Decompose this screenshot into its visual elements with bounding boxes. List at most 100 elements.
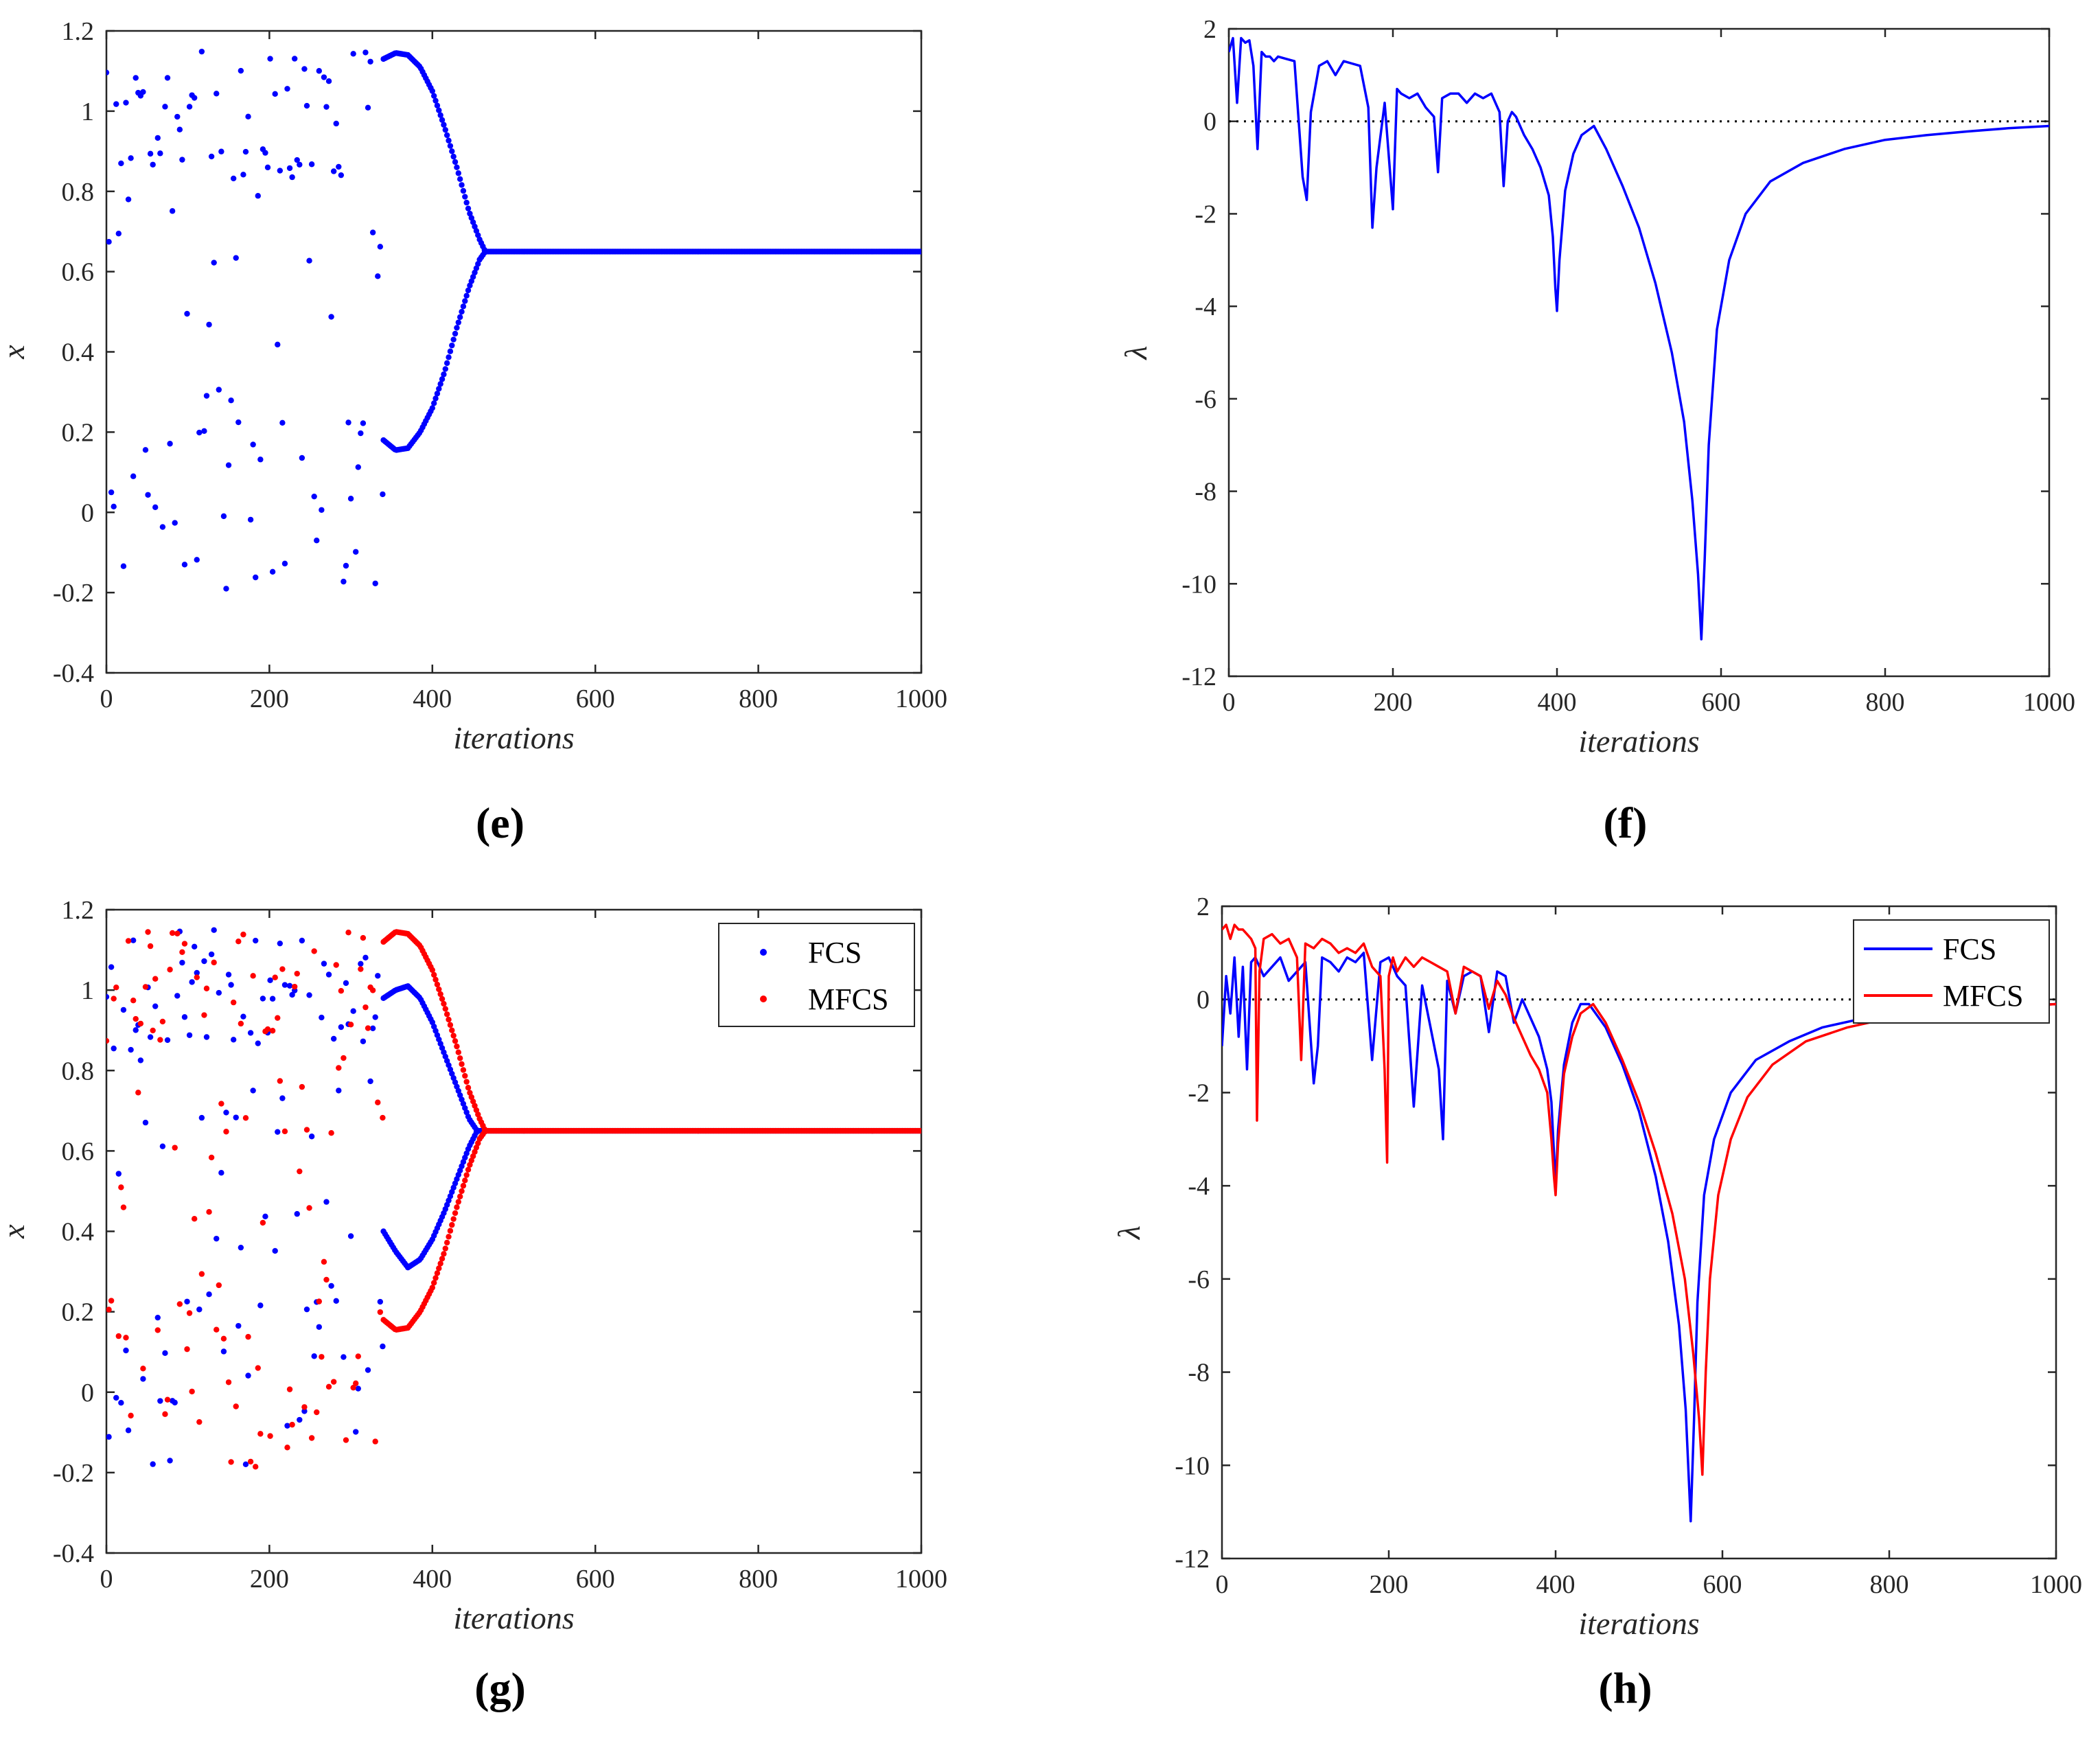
data-point [446,1016,452,1023]
y-tick-label: -12 [1181,663,1216,691]
data-point [377,1298,384,1305]
data-point [372,580,378,586]
data-point [319,1354,325,1360]
data-point [142,447,149,453]
data-point [264,164,271,171]
data-point [284,86,290,92]
data-point [454,164,460,170]
y-tick-label: -6 [1195,385,1216,414]
data-point [316,68,323,74]
data-point [186,104,193,110]
data-point [115,1333,122,1339]
data-point [380,1114,386,1121]
data-point [216,1282,222,1289]
y-tick-label: -10 [1175,1451,1210,1480]
series-line-MFCS [1222,923,2056,1476]
data-point [323,1276,330,1283]
data-point [262,150,268,156]
data-point [308,161,315,168]
data-point [223,1129,229,1135]
data-point [123,1347,129,1354]
data-point [218,1170,224,1176]
data-point [429,405,435,411]
data-point [181,1014,188,1020]
data-point [430,1280,437,1286]
data-point [269,1028,276,1034]
data-point [462,298,468,304]
data-point [297,1168,303,1175]
data-point [455,1199,461,1205]
data-point [120,1204,127,1210]
axes-box [105,30,923,674]
data-point [162,1411,168,1417]
x-tick-label: 400 [413,685,452,713]
data-point [159,524,166,530]
data-point [330,1379,337,1385]
y-tick-label: 0.4 [62,338,95,367]
data-point [455,1049,461,1055]
y-tick-label: -2 [1195,200,1216,229]
data-point [120,1006,127,1013]
data-point [118,160,124,167]
data-point [250,1088,256,1094]
x-tick-label: 800 [1870,1570,1909,1599]
plot-area [1229,36,2049,641]
data-point [465,1166,472,1173]
data-point [917,1127,921,1134]
data-point [167,1458,173,1464]
data-point [228,982,234,988]
data-point [917,249,921,255]
data-point [269,568,276,575]
data-point [220,1348,227,1355]
data-point [467,1090,473,1096]
y-tick-label: -8 [1195,478,1216,507]
data-point [172,1399,178,1406]
data-point [437,991,443,998]
data-point [473,1144,480,1151]
data-point [462,194,468,200]
data-point [449,1027,455,1033]
data-point [172,520,178,526]
data-point [176,1301,183,1307]
data-point [447,1022,454,1028]
data-point [459,1188,465,1195]
data-point [206,321,212,327]
data-point [223,586,229,592]
data-point [460,1067,467,1073]
data-point [255,1365,261,1371]
data-point [218,148,224,154]
data-point [225,1379,232,1385]
data-point [468,1158,474,1164]
data-point [434,102,441,108]
x-tick-label: 600 [1703,1570,1742,1599]
data-point [206,1291,212,1298]
data-point [439,1256,446,1262]
data-point [472,269,478,276]
data-point [123,100,129,106]
data-point [429,967,435,974]
data-point [360,1038,367,1044]
data-point [306,1205,312,1211]
y-tick-label: -4 [1188,1172,1210,1201]
data-point [191,1216,198,1222]
y-tick-label: 1 [81,97,94,126]
data-point [214,1326,220,1333]
data-point [152,976,159,982]
series-line-λ [1229,36,2049,641]
data-point [450,1033,457,1039]
data-point [272,974,278,980]
data-point [118,1400,124,1406]
data-point [145,492,151,498]
data-point [380,491,386,498]
y-tick-label: 0.2 [62,418,95,447]
data-point [338,988,345,994]
y-tick-label: -2 [1188,1079,1210,1107]
data-point [162,1350,168,1357]
data-point [113,1394,119,1401]
y-tick-label: -0.4 [53,1539,94,1568]
data-point [172,1144,178,1151]
data-point [362,1004,369,1011]
data-point [216,387,222,393]
x-axis-label: iterations [1578,724,1699,759]
data-point [264,1026,271,1033]
